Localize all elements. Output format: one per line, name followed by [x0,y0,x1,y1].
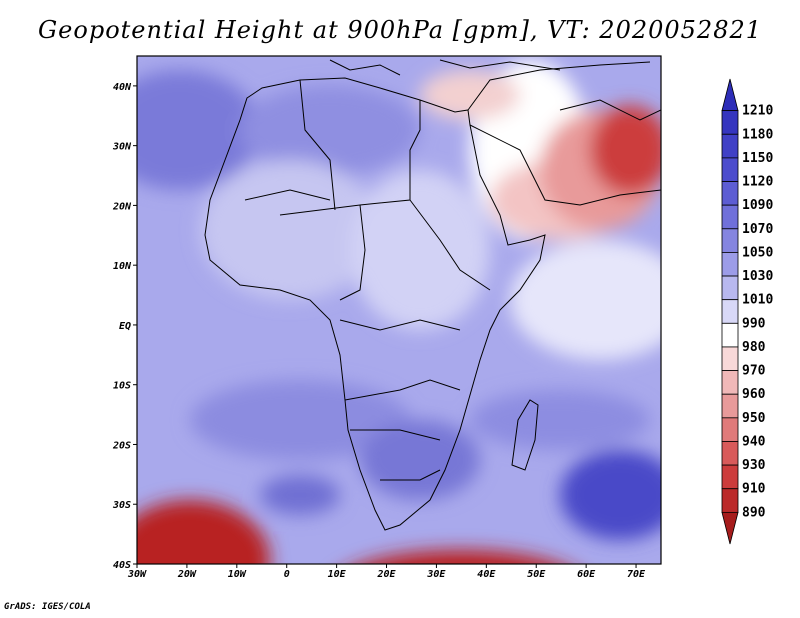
colorbar-label: 1150 [742,151,773,166]
chart-title: Geopotential Height at 900hPa [gpm], VT:… [38,16,762,44]
y-tick-label: 10S [113,381,131,392]
x-tick-label: 30W [127,569,147,580]
colorbar-segment [721,228,739,253]
colorbar-segment [721,417,739,442]
colorbar-label: 940 [742,434,766,449]
y-tick-label: 30S [112,500,131,511]
colorbar-segment [721,346,739,371]
y-tick-label: 10N [113,261,132,272]
colorbar-label: 970 [742,364,766,379]
colorbar-label: 1180 [742,127,773,142]
height-field [137,56,661,564]
colorbar-label: 990 [742,316,766,331]
axis-ticks: 30W 20W 10W 0 10E 20E 30E 40E 50E 60E 70E 40N 30N 20N… [112,82,646,580]
x-tick-label: 40E [477,569,496,580]
credit-text: GrADS: IGES/COLA [4,602,91,612]
colorbar-label: 1050 [742,245,773,260]
x-tick-label: 20W [177,569,197,580]
x-tick-label: 50E [527,569,546,580]
y-tick-label: 30N [112,142,132,153]
colorbar-segment [721,393,739,419]
y-tick-label: 20N [112,201,132,212]
colorbar-segment [721,441,739,466]
colorbar-label: 950 [742,411,766,426]
colorbar-segment [721,275,739,301]
colorbar-label: 1210 [742,104,773,119]
map-frame [136,55,662,565]
colorbar-label: 1070 [742,222,773,237]
colorbar-label: 930 [742,458,766,473]
y-tick-label: 20S [112,440,131,451]
x-tick-label: 60E [577,569,596,580]
y-tick-label: 40N [113,82,132,93]
x-tick-label: 10E [328,569,347,580]
colorbar-segment [721,181,739,206]
colorbar-segment [721,110,739,135]
colorbar-segment [721,370,739,395]
colorbar-segment [721,464,739,490]
x-tick-label: 70E [627,569,646,580]
colorbar-segment [721,78,739,112]
colorbar-segment [721,299,739,324]
colorbar-segment [721,204,739,230]
colorbar-segment [721,133,739,159]
colorbar-label: 1090 [742,198,773,213]
y-tick-label: EQ [119,321,131,332]
colorbar-segment [721,252,739,277]
colorbar-label: 960 [742,387,766,402]
coastlines [204,59,661,531]
colorbar-segment [721,322,739,348]
colorbar: 1210 1180 1150 1120 1090 1070 1050 1030 1010 990 9… [721,78,773,545]
colorbar-segment [721,157,739,182]
x-tick-label: 10W [228,569,247,580]
colorbar-label: 910 [742,482,766,497]
y-tick-label: 40S [113,560,131,571]
x-tick-label: 0 [284,569,290,580]
colorbar-segment [721,511,739,545]
x-tick-label: 20E [376,569,396,580]
x-tick-label: 30E [426,569,446,580]
colorbar-label: 890 [742,505,766,520]
colorbar-label: 1120 [742,175,773,190]
colorbar-label: 1010 [742,293,773,308]
colorbar-segment [721,488,739,513]
colorbar-label: 980 [742,340,766,355]
colorbar-label: 1030 [742,269,773,284]
